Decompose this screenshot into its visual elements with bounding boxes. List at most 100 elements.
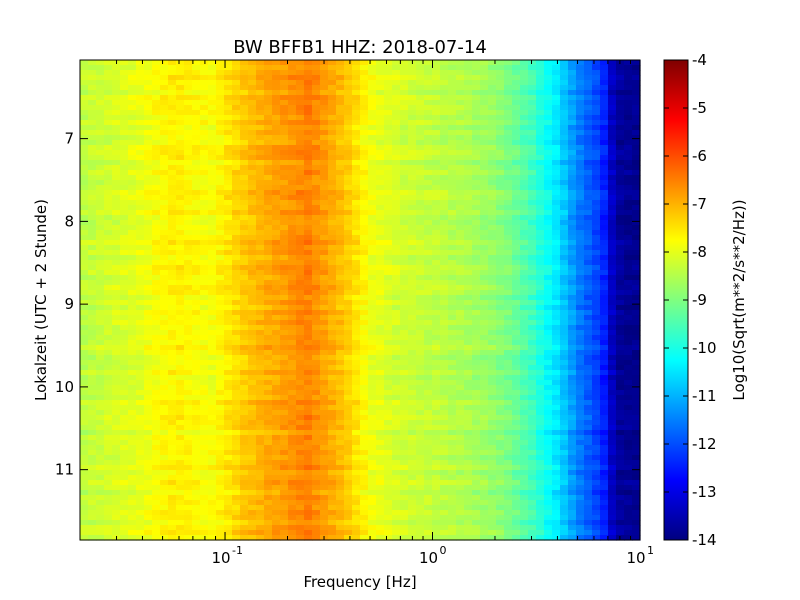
heatmap-cell (176, 260, 185, 266)
heatmap-cell (288, 355, 297, 361)
heatmap-cell (544, 240, 553, 246)
heatmap-cell (352, 315, 361, 321)
heatmap-cell (416, 400, 425, 406)
heatmap-cell (160, 305, 169, 311)
heatmap-cell (176, 165, 185, 171)
heatmap-cell (184, 240, 193, 246)
heatmap-cell (136, 185, 145, 191)
heatmap-cell (552, 300, 561, 306)
heatmap-cell (232, 100, 241, 106)
heatmap-cell (304, 110, 313, 116)
heatmap-cell (608, 200, 617, 206)
heatmap-cell (616, 380, 625, 386)
heatmap-cell (264, 175, 273, 181)
heatmap-cell (504, 125, 513, 131)
heatmap-cell (104, 360, 113, 366)
heatmap-cell (344, 120, 353, 126)
heatmap-cell (552, 175, 561, 181)
heatmap-cell (608, 325, 617, 331)
heatmap-cell (168, 390, 177, 396)
heatmap-cell (352, 340, 361, 346)
heatmap-cell (448, 260, 457, 266)
heatmap-cell (96, 295, 105, 301)
heatmap-cell (80, 315, 89, 321)
heatmap-cell (520, 85, 529, 91)
heatmap-cell (112, 215, 121, 221)
heatmap-cell (440, 375, 449, 381)
heatmap-cell (200, 160, 209, 166)
heatmap-cell (400, 280, 409, 286)
heatmap-cell (560, 385, 569, 391)
heatmap-cell (576, 220, 585, 226)
heatmap-cell (592, 385, 601, 391)
heatmap-cell (264, 410, 273, 416)
heatmap-cell (280, 135, 289, 141)
heatmap-cell (184, 145, 193, 151)
heatmap-cell (256, 75, 265, 81)
heatmap-cell (416, 215, 425, 221)
heatmap-cell (168, 150, 177, 156)
heatmap-cell (464, 245, 473, 251)
heatmap-cell (304, 220, 313, 226)
heatmap-cell (432, 105, 441, 111)
heatmap-cell (496, 80, 505, 86)
heatmap-cell (472, 360, 481, 366)
heatmap-cell (472, 315, 481, 321)
heatmap-cell (408, 340, 417, 346)
heatmap-cell (512, 280, 521, 286)
heatmap-cell (208, 360, 217, 366)
heatmap-cell (576, 145, 585, 151)
heatmap-cell (624, 400, 633, 406)
heatmap-cell (512, 125, 521, 131)
heatmap-cell (80, 305, 89, 311)
heatmap-cell (584, 175, 593, 181)
heatmap-cell (608, 260, 617, 266)
heatmap-cell (376, 125, 385, 131)
heatmap-cell (472, 265, 481, 271)
heatmap-cell (264, 305, 273, 311)
heatmap-cell (136, 210, 145, 216)
heatmap-cell (632, 410, 641, 416)
heatmap-cell (424, 95, 433, 101)
heatmap-cell (104, 235, 113, 241)
heatmap-cell (336, 365, 345, 371)
heatmap-cell (96, 150, 105, 156)
heatmap-cell (240, 290, 249, 296)
heatmap-cell (544, 165, 553, 171)
heatmap-cell (144, 155, 153, 161)
heatmap-cell (536, 390, 545, 396)
heatmap-cell (440, 85, 449, 91)
heatmap-cell (384, 365, 393, 371)
heatmap-cell (160, 270, 169, 276)
heatmap-cell (496, 120, 505, 126)
heatmap-cell (96, 405, 105, 411)
heatmap-cell (480, 345, 489, 351)
heatmap-cell (216, 240, 225, 246)
heatmap-cell (360, 75, 369, 81)
heatmap-cell (408, 395, 417, 401)
heatmap-cell (208, 100, 217, 106)
heatmap-cell (432, 170, 441, 176)
heatmap-cell (552, 370, 561, 376)
heatmap-cell (632, 95, 641, 101)
heatmap-cell (144, 200, 153, 206)
heatmap-cell (376, 130, 385, 136)
heatmap-cell (496, 355, 505, 361)
heatmap-cell (592, 295, 601, 301)
heatmap-cell (216, 235, 225, 241)
heatmap-cell (376, 95, 385, 101)
heatmap-cell (232, 325, 241, 331)
heatmap-cell (368, 235, 377, 241)
heatmap-cell (120, 75, 129, 81)
heatmap-cell (152, 275, 161, 281)
heatmap-cell (216, 130, 225, 136)
heatmap-cell (584, 70, 593, 76)
heatmap-cell (536, 215, 545, 221)
heatmap-cell (568, 365, 577, 371)
heatmap-cell (88, 295, 97, 301)
heatmap-cell (544, 120, 553, 126)
heatmap-cell (608, 225, 617, 231)
heatmap-cell (584, 380, 593, 386)
heatmap-cell (192, 235, 201, 241)
heatmap-cell (112, 410, 121, 416)
